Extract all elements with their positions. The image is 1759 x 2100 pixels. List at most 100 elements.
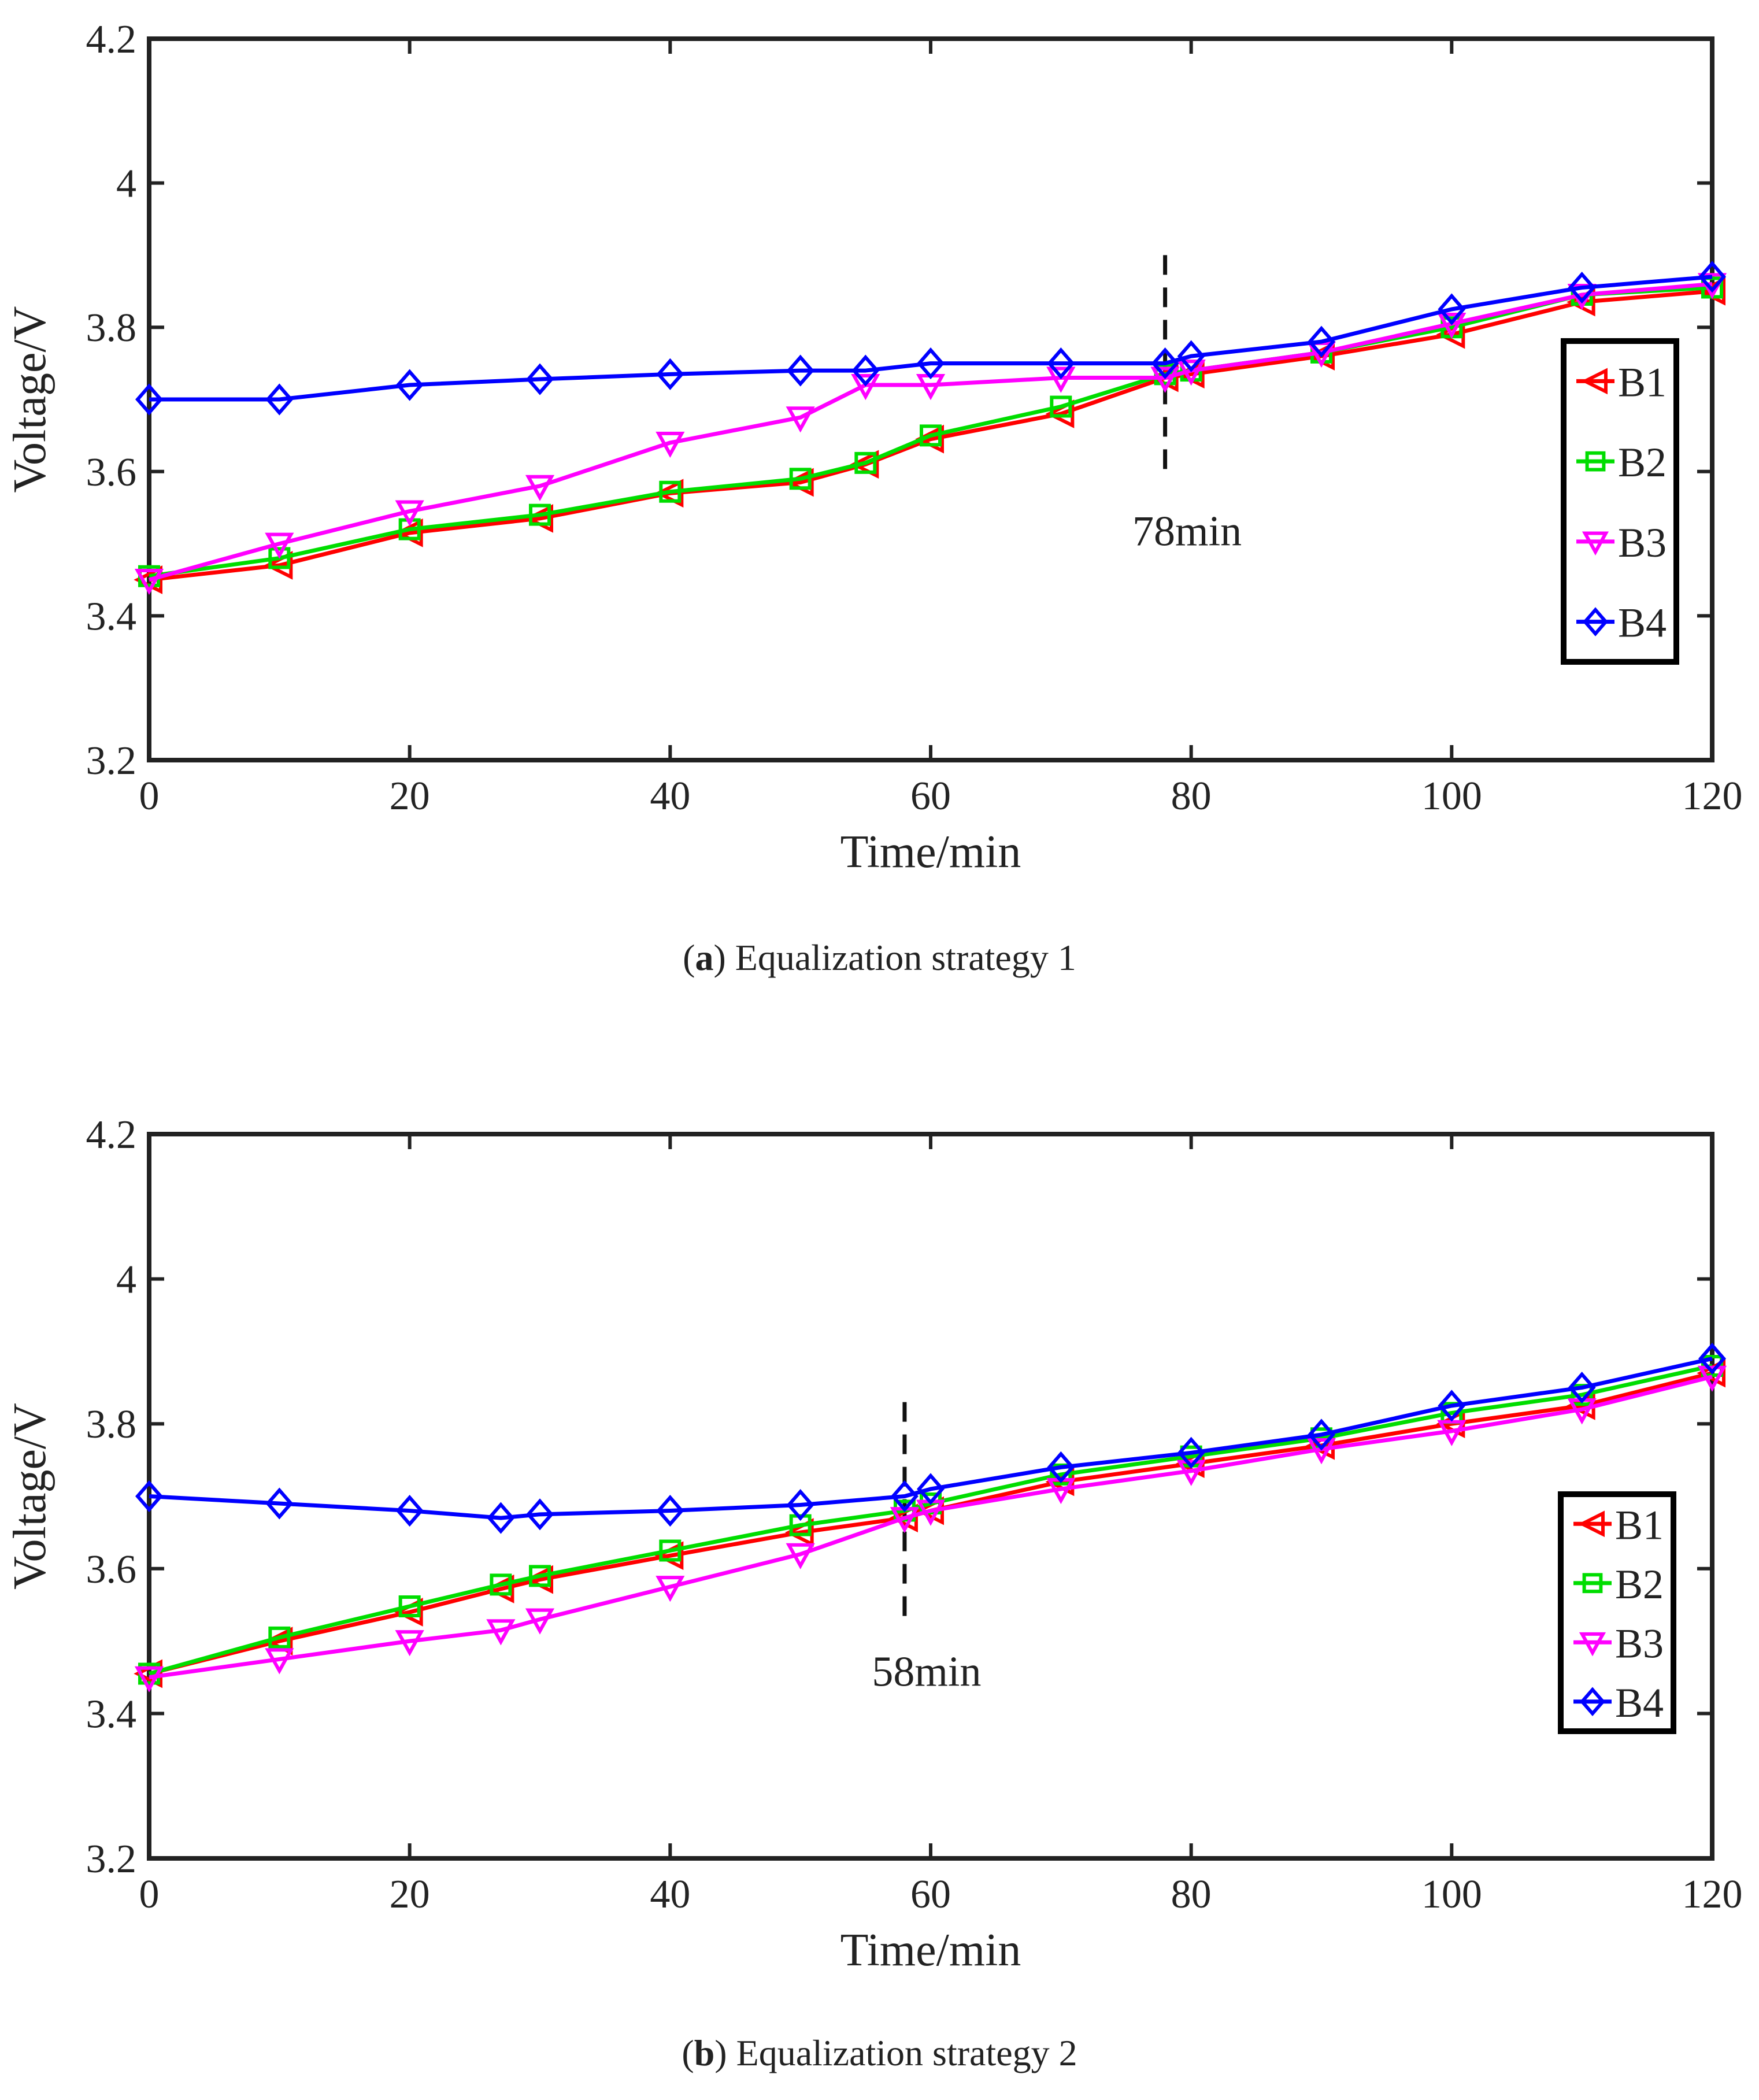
point-a-B3-2 xyxy=(395,500,424,527)
point-a-B2-5 xyxy=(789,468,812,490)
point-b-B4-11 xyxy=(1308,1418,1335,1451)
plot-frame-b xyxy=(147,1132,1714,1861)
y-tick-label-b-5: 4.2 xyxy=(86,1113,137,1157)
point-a-B4-12 xyxy=(1438,293,1466,325)
legend-marker-a-B1 xyxy=(1581,368,1608,395)
point-b-B2-3 xyxy=(490,1573,512,1596)
y-tick-label-a-4: 4 xyxy=(116,162,136,206)
x-tick-label-a-1: 20 xyxy=(390,774,430,818)
legend-marker-a-B3 xyxy=(1582,531,1609,556)
x-tick-label-b-1: 20 xyxy=(390,1872,430,1917)
caption-b: (b) Equalization strategy 2 xyxy=(682,2032,1077,2073)
point-b-B4-12 xyxy=(1438,1390,1466,1422)
caption-b-letter: b xyxy=(694,2032,715,2073)
point-a-B3-0 xyxy=(134,569,164,595)
point-b-B2-4 xyxy=(529,1565,551,1587)
legend-marker-b-B2 xyxy=(1582,1573,1603,1594)
series-line-b-B4 xyxy=(149,1357,1713,1520)
point-b-B4-4 xyxy=(526,1498,554,1531)
legend-box-a xyxy=(1561,338,1679,665)
legend-label-a-B2: B2 xyxy=(1618,439,1667,486)
point-a-B4-3 xyxy=(526,363,554,395)
caption-b-text: Equalization strategy 2 xyxy=(736,2032,1077,2073)
series-line-b-B3 xyxy=(149,1375,1713,1680)
x-axis-label-b: Time/min xyxy=(840,1925,1021,1976)
point-b-B4-5 xyxy=(656,1494,684,1527)
point-a-B4-8 xyxy=(1047,347,1075,380)
x-tick-label-b-6: 120 xyxy=(1682,1872,1743,1917)
legend-label-a-B3: B3 xyxy=(1618,520,1667,566)
point-b-B3-5 xyxy=(656,1576,685,1602)
point-a-B1-6 xyxy=(850,450,879,479)
series-line-a-B3 xyxy=(149,282,1713,582)
point-a-B4-0 xyxy=(135,383,163,416)
point-b-B2-5 xyxy=(659,1539,682,1562)
series-line-a-B4 xyxy=(149,275,1713,402)
point-a-B3-8 xyxy=(1046,366,1076,393)
legend-marker-b-B4 xyxy=(1580,1687,1605,1717)
point-b-B3-1 xyxy=(265,1648,294,1675)
x-axis-label-a: Time/min xyxy=(840,827,1021,877)
point-b-B4-10 xyxy=(1177,1436,1205,1469)
point-a-B3-9 xyxy=(1150,366,1180,393)
y-tick-label-a-0: 3.2 xyxy=(86,739,137,783)
caption-a-text: Equalization strategy 1 xyxy=(735,937,1076,978)
point-a-B2-14 xyxy=(1701,276,1723,299)
point-a-B3-5 xyxy=(786,406,815,433)
y-tick-label-b-0: 3.2 xyxy=(86,1837,137,1882)
point-b-B4-0 xyxy=(135,1480,163,1513)
point-a-B3-3 xyxy=(525,475,555,501)
legend-label-b-B3: B3 xyxy=(1615,1620,1664,1666)
point-a-B2-6 xyxy=(854,451,877,474)
x-tick-label-b-2: 40 xyxy=(650,1872,690,1917)
y-tick-label-b-4: 4 xyxy=(116,1258,136,1302)
point-a-B4-1 xyxy=(265,383,294,416)
point-b-B4-9 xyxy=(1047,1451,1075,1483)
legend-marker-b-B3 xyxy=(1579,1632,1606,1657)
y-tick-label-a-1: 3.4 xyxy=(86,594,137,639)
legend-marker-b-B1 xyxy=(1578,1510,1605,1538)
point-a-B2-7 xyxy=(920,424,942,447)
legend-label-b-B1: B1 xyxy=(1615,1502,1664,1548)
point-b-B2-1 xyxy=(268,1626,291,1649)
x-tick-label-b-3: 60 xyxy=(910,1872,951,1917)
point-a-B4-14 xyxy=(1698,261,1726,293)
point-b-B4-3 xyxy=(487,1502,515,1534)
x-tick-label-b-4: 80 xyxy=(1171,1872,1212,1917)
y-axis-label-b: Voltage/V xyxy=(5,1403,55,1590)
point-b-B3-12 xyxy=(1437,1420,1467,1446)
legend-label-a-B4: B4 xyxy=(1618,600,1667,646)
point-b-B3-0 xyxy=(134,1666,164,1692)
point-a-B2-0 xyxy=(138,565,160,587)
point-b-B4-14 xyxy=(1698,1342,1726,1375)
legend-marker-a-B4 xyxy=(1583,607,1608,636)
point-b-B3-6 xyxy=(786,1543,815,1569)
point-a-B1-4 xyxy=(654,479,684,508)
point-b-B4-7 xyxy=(890,1480,919,1513)
point-a-B4-11 xyxy=(1308,325,1335,358)
point-a-B4-10 xyxy=(1177,340,1205,372)
caption-a: (a) Equalization strategy 1 xyxy=(683,937,1076,978)
legend-marker-a-B2 xyxy=(1585,451,1606,472)
caption-a-letter: a xyxy=(695,937,714,978)
x-tick-label-a-3: 60 xyxy=(910,774,951,818)
point-b-B3-14 xyxy=(1697,1365,1727,1392)
point-a-B3-12 xyxy=(1437,312,1467,339)
marker-label-b: 58min xyxy=(872,1649,981,1696)
point-a-B3-1 xyxy=(265,532,294,559)
point-a-B4-2 xyxy=(395,369,424,401)
point-a-B2-8 xyxy=(1050,395,1072,418)
legend-label-b-B4: B4 xyxy=(1615,1680,1664,1726)
point-b-B4-2 xyxy=(395,1494,424,1527)
chart-panel-b: 0 20 40 60 80 100 120 3.2 3.4 3.6 3.8 4 4.2 Time/min V… xyxy=(5,1113,1743,1976)
legend-label-a-B1: B1 xyxy=(1618,359,1667,405)
series-line-a-B1 xyxy=(149,289,1713,582)
chart-panel-a: 0 20 40 60 80 100 120 3.2 3.4 3.6 3.8 4 4.2 Time/min V… xyxy=(5,17,1743,877)
x-tick-label-b-5: 100 xyxy=(1421,1872,1482,1917)
point-b-B4-8 xyxy=(917,1473,945,1505)
point-b-B2-0 xyxy=(138,1662,160,1685)
point-b-B2-2 xyxy=(398,1595,421,1617)
point-a-B2-4 xyxy=(659,480,682,503)
x-tick-label-a-2: 40 xyxy=(650,774,690,818)
point-a-B4-13 xyxy=(1568,271,1596,304)
